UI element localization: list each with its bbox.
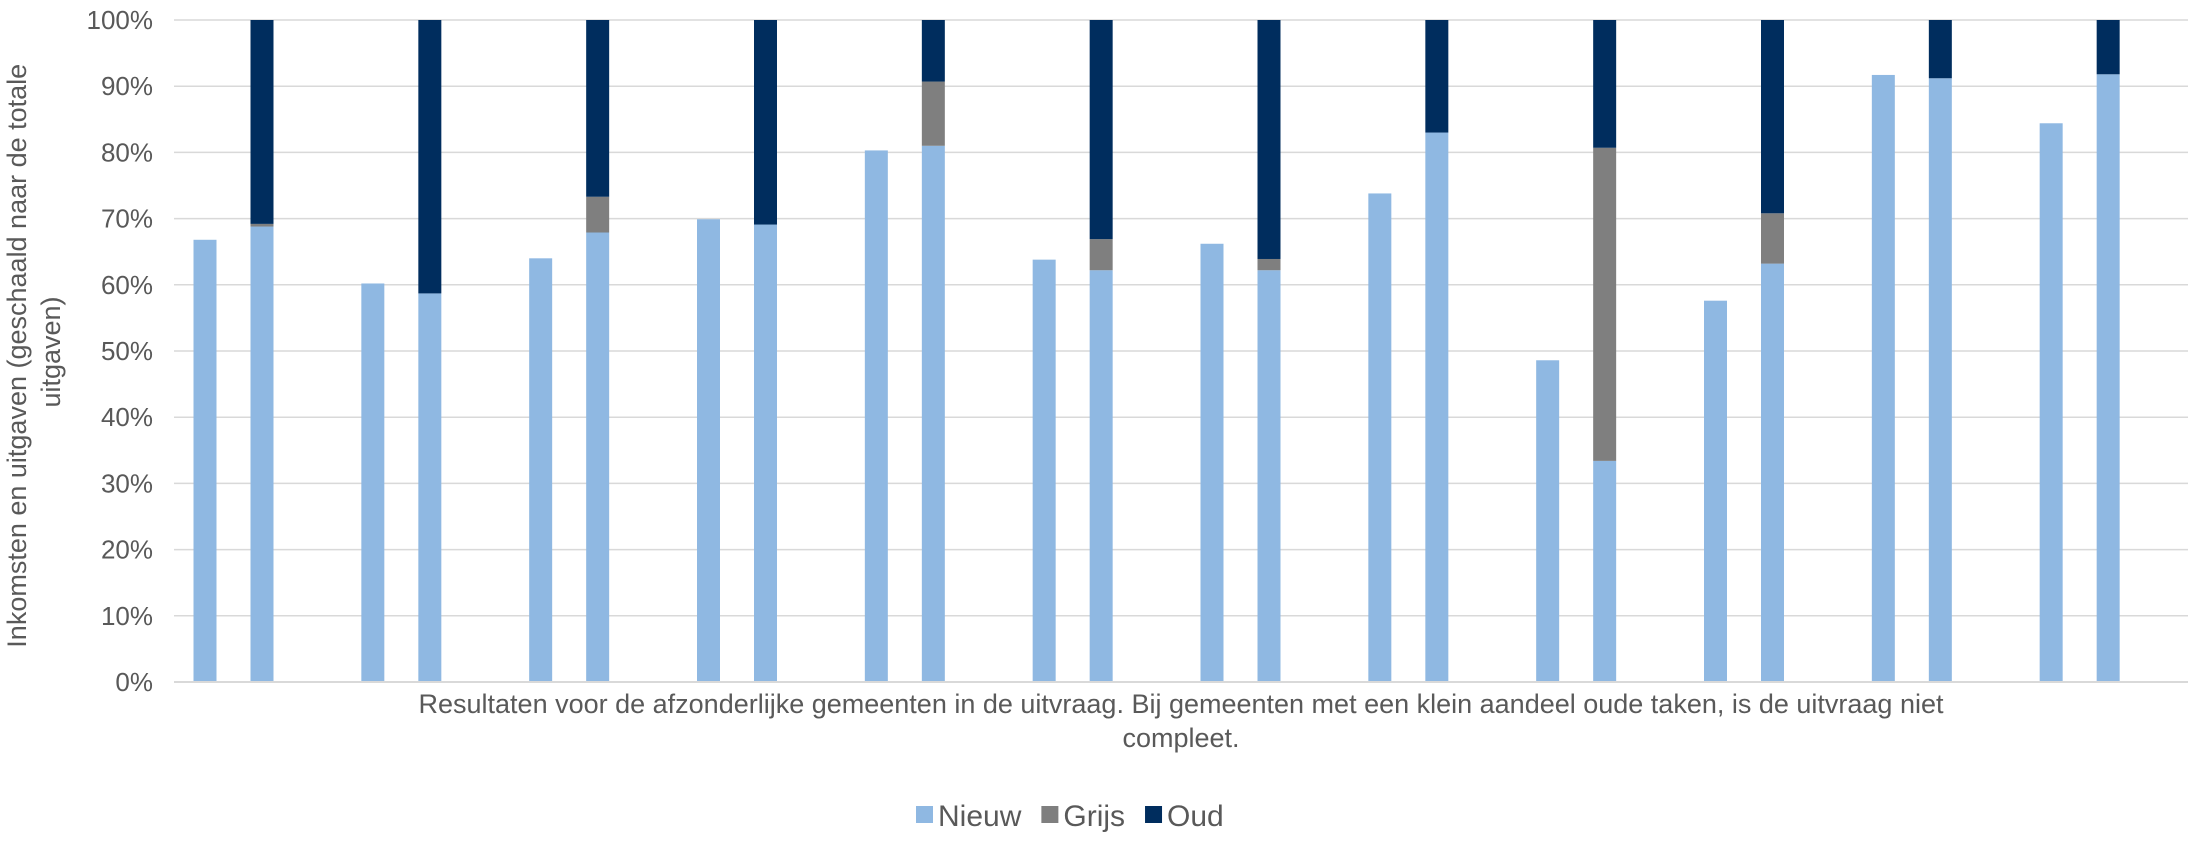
legend-swatch xyxy=(1145,806,1163,823)
y-tick-label: 60% xyxy=(101,270,153,300)
bar-segment-oud xyxy=(1089,20,1113,240)
bar-segment-nieuw xyxy=(1257,270,1281,682)
bar-segment-nieuw xyxy=(418,293,442,682)
y-tick-label: 70% xyxy=(101,204,153,234)
bar-segment-nieuw xyxy=(1593,460,1617,682)
bar-segment-nieuw xyxy=(1871,74,1895,683)
bar-segment-nieuw xyxy=(754,224,777,683)
bar-segment-oud xyxy=(1257,20,1281,259)
bar-segment-oud xyxy=(1425,20,1449,133)
bars xyxy=(193,20,2120,683)
bar-segment-nieuw xyxy=(1704,300,1727,682)
legend-swatch xyxy=(1041,806,1059,823)
bar-segment-nieuw xyxy=(361,283,385,682)
y-tick-label: 20% xyxy=(101,535,153,565)
bar-segment-nieuw xyxy=(1761,263,1784,682)
bar-segment-grijs xyxy=(1257,258,1281,271)
y-axis-title: Inkomsten en uitgaven (geschaald naar de… xyxy=(2,56,66,647)
bar-segment-nieuw xyxy=(1425,132,1449,683)
bar-segment-nieuw xyxy=(586,232,610,682)
bar-segment-nieuw xyxy=(1200,243,1224,683)
bar-segment-nieuw xyxy=(1368,193,1392,682)
bar-segment-nieuw xyxy=(864,150,888,682)
bar-segment-nieuw xyxy=(1089,270,1113,682)
bar-segment-nieuw xyxy=(2039,123,2063,683)
legend-label: Grijs xyxy=(1063,800,1125,833)
bar-segment-oud xyxy=(418,20,442,294)
y-tick-label: 40% xyxy=(101,402,153,432)
bar-segment-oud xyxy=(754,20,777,225)
legend: Nieuw Grijs Oud xyxy=(916,800,1224,833)
bar-segment-oud xyxy=(1761,20,1784,214)
bar-segment-oud xyxy=(250,20,274,224)
bar-segment-oud xyxy=(2096,20,2120,75)
bar-segment-grijs xyxy=(250,223,274,227)
legend-swatch xyxy=(916,806,933,823)
bar-segment-nieuw xyxy=(2096,74,2120,682)
bar-segment-nieuw xyxy=(250,226,274,682)
y-tick-label: 50% xyxy=(101,336,153,366)
bar-segment-nieuw xyxy=(1032,259,1056,682)
bar-segment-oud xyxy=(586,20,610,197)
x-axis-title-line-1: Resultaten voor de afzonderlijke gemeent… xyxy=(419,689,1944,719)
bar-segment-grijs xyxy=(586,196,610,233)
bar-segment-nieuw xyxy=(921,145,945,682)
bar-segment-oud xyxy=(1928,20,1952,79)
bar-segment-grijs xyxy=(1089,239,1113,271)
y-tick-label: 80% xyxy=(101,137,153,167)
gridlines xyxy=(174,19,2188,617)
bar-segment-nieuw xyxy=(697,219,720,682)
legend-label: Oud xyxy=(1167,800,1224,833)
y-tick-label: 0% xyxy=(115,667,153,697)
bar-segment-nieuw xyxy=(1536,360,1560,682)
y-tick-label: 30% xyxy=(101,468,153,498)
bar-segment-grijs xyxy=(921,81,945,146)
bar-segment-nieuw xyxy=(1928,78,1952,683)
bar-segment-nieuw xyxy=(529,258,553,682)
y-tick-label: 90% xyxy=(101,71,153,101)
bar-segment-grijs xyxy=(1761,213,1784,264)
y-tick-label: 10% xyxy=(101,601,153,631)
bar-segment-grijs xyxy=(1593,147,1617,461)
x-axis-title-line-2: compleet. xyxy=(1122,723,1239,753)
y-axis-ticks: 0% 10% 20% 30% 40% 50% 60% 70% 80% 90% 100% xyxy=(87,5,154,697)
y-tick-label: 100% xyxy=(87,5,154,35)
bar-segment-oud xyxy=(1593,20,1617,148)
bar-segment-nieuw xyxy=(193,239,217,682)
y-axis-title-line-2: uitgaven) xyxy=(36,296,66,407)
y-axis-title-line-1: Inkomsten en uitgaven (geschaald naar de… xyxy=(2,64,32,648)
bar-segment-oud xyxy=(921,20,945,82)
legend-label: Nieuw xyxy=(938,800,1022,833)
